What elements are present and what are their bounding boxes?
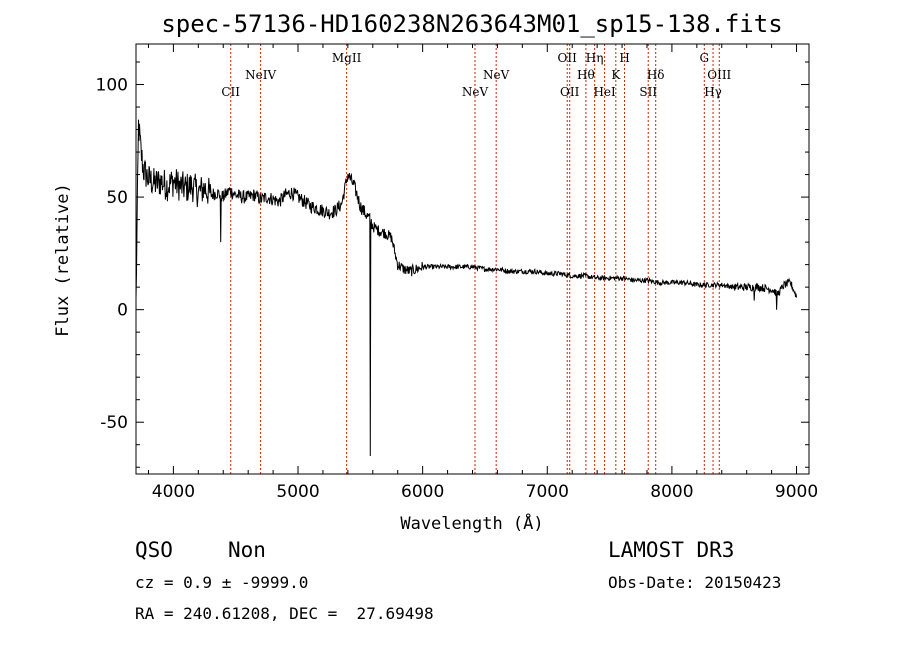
x-axis-label: Wavelength (Å) (400, 512, 543, 534)
x-tick-label: 8000 (650, 482, 693, 502)
line-label-group: CII NeIV MgII NeV NeV OII OII Hθ Hη HeI KH SII Hδ G Hγ… (221, 51, 731, 99)
subclass-label: Non (228, 538, 266, 562)
line-marker-label: OIII (707, 68, 731, 82)
y-tick-label: 0 (117, 301, 128, 321)
y-tick-label: 100 (96, 76, 128, 96)
chart-title: spec-57136-HD160238N263643M01_sp15-138.f… (161, 10, 782, 38)
x-tick-label: 6000 (401, 482, 444, 502)
y-tick-label: 50 (106, 188, 128, 208)
y-axis-label: Flux (relative) (53, 183, 73, 337)
line-marker-group (230, 44, 720, 474)
line-marker-label: CII (221, 85, 240, 99)
spectrum-line (135, 119, 797, 457)
plot-frame (135, 43, 810, 475)
y-axis-ticks: -50 0 50 100 (96, 61, 809, 468)
line-marker-label: OII (560, 85, 580, 99)
coordinates-text: RA = 240.61208, DEC = 27.69498 (135, 604, 434, 623)
line-marker-label: MgII (332, 51, 362, 65)
x-tick-label: 7000 (526, 482, 569, 502)
spectrum-group (135, 119, 797, 457)
y-tick-label: -50 (100, 413, 128, 433)
line-marker-label: NeV (462, 85, 489, 99)
line-marker-label: K (611, 68, 621, 82)
line-marker-label: HeI (593, 85, 616, 99)
line-marker-label: H (619, 51, 629, 65)
obs-date-text: Obs-Date: 20150423 (608, 573, 782, 592)
x-tick-label: 4000 (152, 482, 195, 502)
line-marker-label: OII (558, 51, 578, 65)
class-label: QSO (135, 538, 173, 562)
line-marker-label: Hγ (704, 85, 722, 99)
x-tick-label: 9000 (775, 482, 818, 502)
line-marker-label: G (700, 51, 710, 65)
line-marker-label: Hη (586, 51, 604, 65)
line-marker-label: Hδ (647, 68, 665, 82)
line-marker-label: NeV (483, 68, 510, 82)
redshift-text: cz = 0.9 ± -9999.0 (135, 573, 309, 592)
line-marker-label: SII (639, 85, 657, 99)
survey-label: LAMOST DR3 (608, 538, 735, 562)
x-tick-label: 5000 (276, 482, 319, 502)
line-marker-label: Hθ (577, 68, 595, 82)
line-marker-label: NeIV (245, 68, 276, 82)
x-axis-ticks: 4000 5000 6000 7000 8000 9000 (147, 44, 818, 502)
